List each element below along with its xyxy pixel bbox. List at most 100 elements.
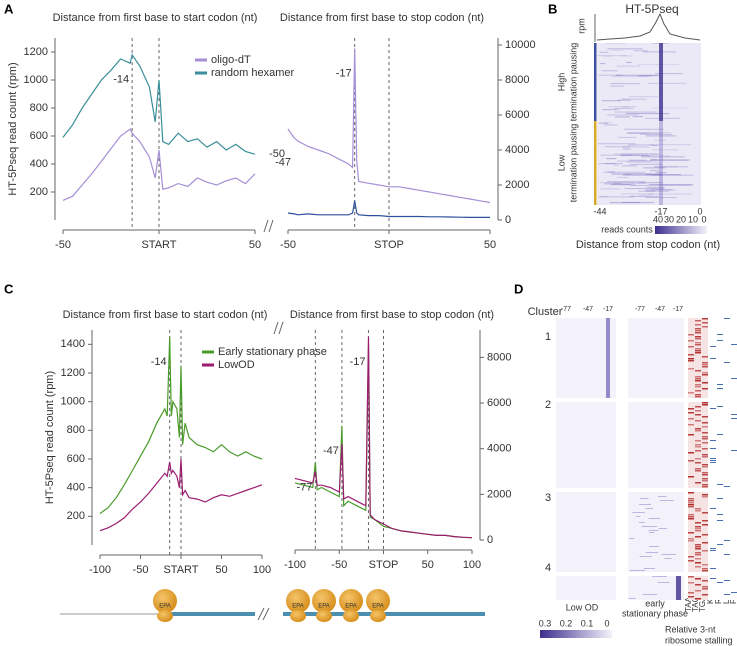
heatmap-texture bbox=[695, 396, 701, 398]
heatmap-texture bbox=[717, 388, 723, 389]
heatmap-texture bbox=[702, 382, 708, 384]
heatmap-texture bbox=[600, 188, 620, 190]
heatmap-texture bbox=[688, 358, 694, 360]
colorbar bbox=[540, 630, 612, 638]
heatmap-texture bbox=[649, 159, 658, 161]
series-line bbox=[99, 337, 263, 514]
heatmap-texture bbox=[702, 442, 708, 444]
heatmap-texture bbox=[695, 536, 701, 538]
heatmap-texture bbox=[695, 384, 701, 386]
chart-title: Distance from first base to start codon … bbox=[63, 309, 268, 321]
heatmap-texture bbox=[645, 135, 676, 137]
heatmap-texture bbox=[695, 522, 701, 524]
heatmap-texture bbox=[598, 196, 634, 198]
heatmap-texture bbox=[702, 326, 708, 328]
heatmap-texture bbox=[695, 352, 701, 354]
heatmap-texture bbox=[702, 364, 708, 366]
axis-break bbox=[273, 321, 279, 335]
heatmap-texture bbox=[695, 578, 701, 580]
heatmap-texture bbox=[695, 420, 701, 422]
heatmap-texture bbox=[695, 470, 701, 472]
heatmap-texture bbox=[710, 448, 716, 449]
colorbar-tick: 0 bbox=[701, 214, 706, 224]
heatmap-texture bbox=[695, 598, 701, 600]
heatmap-texture bbox=[614, 107, 634, 109]
x-tick-label: 100 bbox=[253, 564, 271, 576]
colorbar-tick: 0.2 bbox=[560, 618, 573, 628]
heatmap-texture bbox=[600, 154, 633, 156]
heatmap-texture bbox=[606, 181, 646, 183]
heatmap-texture bbox=[710, 462, 716, 463]
heatmap-texture bbox=[710, 508, 716, 509]
heatmap-texture bbox=[702, 362, 708, 364]
column-label: -17 bbox=[603, 306, 613, 313]
x-tick-label: -50 bbox=[331, 559, 347, 571]
heatmap-texture bbox=[695, 528, 701, 530]
y-tick-label: 1200 bbox=[61, 367, 85, 379]
y-tick-label: 1000 bbox=[24, 74, 48, 86]
heatmap-texture bbox=[695, 430, 701, 432]
heatmap-texture bbox=[702, 496, 708, 498]
heatmap-texture bbox=[648, 82, 686, 84]
codon-label: TGA bbox=[698, 595, 707, 612]
heatmap-texture bbox=[639, 556, 652, 557]
heatmap-texture bbox=[611, 173, 653, 175]
heatmap-texture bbox=[688, 582, 694, 584]
heatmap-texture bbox=[702, 438, 708, 440]
heatmap-texture bbox=[702, 580, 708, 582]
y-tick-label: 200 bbox=[67, 510, 85, 522]
heatmap-texture bbox=[702, 480, 708, 482]
heatmap-texture bbox=[623, 128, 664, 130]
x-axis-label: Distance from stop codon (nt) bbox=[576, 239, 720, 251]
heatmap-texture bbox=[609, 201, 641, 203]
heatmap-texture bbox=[629, 163, 662, 165]
heatmap-texture bbox=[664, 558, 672, 559]
heatmap-texture bbox=[610, 83, 641, 85]
y-tick-label: 4000 bbox=[487, 443, 511, 455]
heatmap-texture bbox=[688, 492, 694, 494]
x-tick-label: -50 bbox=[280, 239, 296, 251]
heatmap bbox=[628, 318, 684, 398]
heatmap-texture bbox=[702, 570, 708, 572]
heatmap-texture bbox=[695, 590, 701, 592]
heatmap-texture bbox=[645, 196, 677, 198]
heatmap-texture bbox=[695, 440, 701, 442]
heatmap bbox=[709, 402, 737, 488]
heatmap-texture bbox=[626, 113, 670, 115]
panel-label: D bbox=[514, 281, 523, 296]
series-line bbox=[62, 53, 256, 155]
heatmap-texture bbox=[639, 504, 652, 505]
chart-title: Distance from first base to stop codon (… bbox=[280, 12, 484, 24]
annotation: -14 bbox=[151, 356, 167, 368]
y-tick-label: 1400 bbox=[61, 338, 85, 350]
heatmap-texture bbox=[645, 190, 656, 192]
heatmap-texture bbox=[611, 76, 649, 78]
residue-label: R bbox=[714, 598, 723, 604]
heatmap-texture bbox=[642, 167, 666, 169]
heatmap-texture bbox=[702, 426, 708, 428]
heatmap-texture bbox=[688, 556, 694, 558]
heatmap-texture bbox=[627, 144, 654, 146]
heatmap-texture bbox=[648, 184, 694, 186]
cluster-number: 4 bbox=[545, 562, 551, 574]
heatmap-texture bbox=[615, 109, 622, 111]
heatmap-texture bbox=[650, 158, 658, 160]
heatmap-texture bbox=[688, 408, 694, 410]
heatmap-texture bbox=[628, 159, 648, 161]
heatmap-texture bbox=[695, 462, 701, 464]
group-label: Low OD bbox=[566, 602, 599, 612]
heatmap-texture bbox=[710, 568, 716, 569]
heatmap-texture bbox=[695, 444, 701, 446]
heatmap bbox=[628, 402, 684, 488]
heatmap-texture bbox=[628, 96, 659, 98]
ribosome-large bbox=[312, 589, 336, 613]
heatmap-texture bbox=[695, 386, 701, 388]
heatmap-texture bbox=[688, 460, 694, 462]
heatmap-texture bbox=[650, 184, 691, 186]
heatmap-texture bbox=[621, 106, 630, 108]
heatmap-texture bbox=[606, 114, 639, 116]
heatmap-texture bbox=[731, 414, 737, 415]
heatmap-texture bbox=[599, 51, 609, 53]
colorbar bbox=[655, 226, 707, 234]
heatmap-texture bbox=[645, 189, 676, 191]
